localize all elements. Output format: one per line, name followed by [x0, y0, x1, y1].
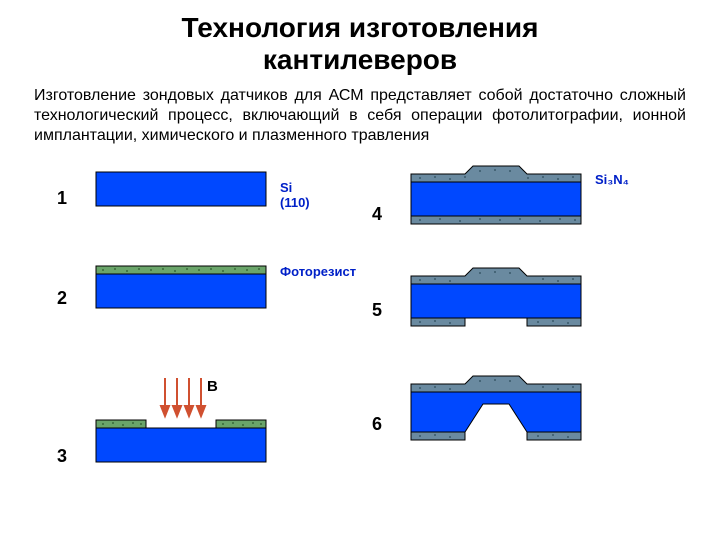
step-5-number: 5: [372, 300, 382, 321]
page-title: Технология изготовления кантилеверов: [0, 12, 720, 76]
step-6-number: 6: [372, 414, 382, 435]
step-5: 5: [410, 260, 585, 332]
step-3-number: 3: [57, 446, 67, 467]
title-line1: Технология изготовления: [0, 12, 720, 44]
step-4-number: 4: [372, 204, 382, 225]
step-2-label: Фоторезист: [280, 264, 356, 279]
step-6: 6: [410, 368, 585, 446]
intro-paragraph: Изготовление зондовых датчиков для АСМ п…: [34, 86, 686, 146]
process-diagram: 1 Si (110) 2 Фоторезист 3: [40, 154, 680, 494]
title-line2: кантилеверов: [0, 44, 720, 76]
step-2-number: 2: [57, 288, 67, 309]
step-3: 3 B: [95, 376, 270, 472]
step-1: 1 Si (110): [95, 166, 270, 210]
step-4-label: Si₃N₄: [595, 172, 629, 187]
step-4: 4 Si₃N₄: [410, 158, 585, 230]
step-1-label: Si (110): [280, 180, 310, 210]
step-1-number: 1: [57, 188, 67, 209]
step-3-arrow-label: B: [207, 378, 218, 395]
step-2: 2 Фоторезист: [95, 264, 270, 312]
